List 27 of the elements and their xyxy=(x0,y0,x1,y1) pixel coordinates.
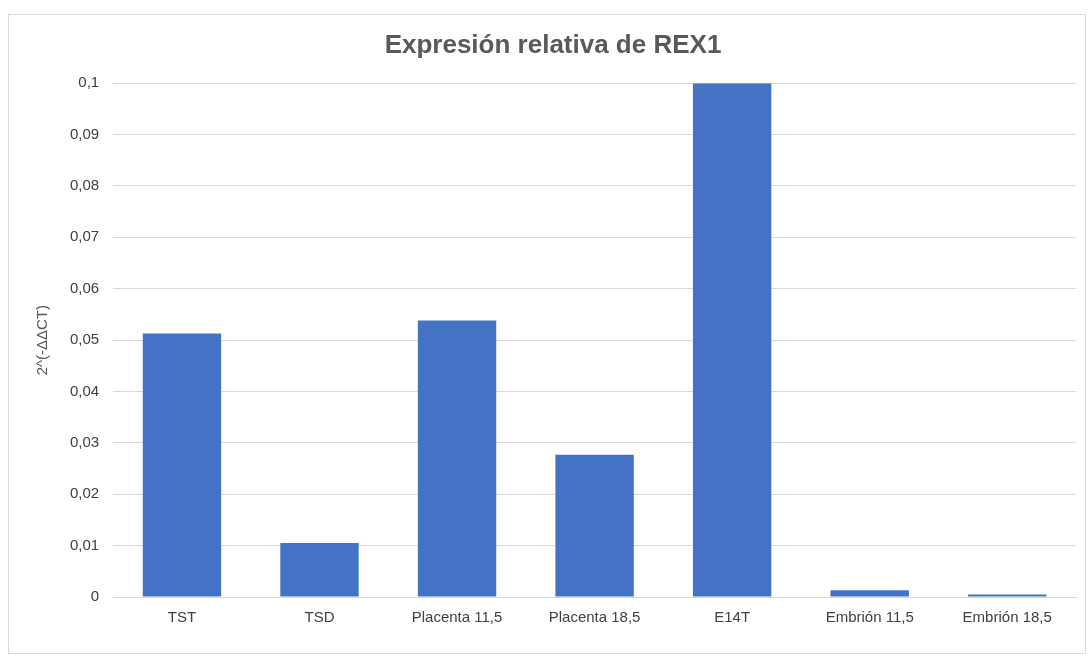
bar xyxy=(142,333,222,597)
x-tick-label: E14T xyxy=(714,608,751,626)
bar xyxy=(555,454,634,597)
y-tick-label: 0,09 xyxy=(69,124,100,142)
bar xyxy=(692,83,772,597)
x-tick-label: Embrión 11,5 xyxy=(825,608,914,626)
y-tick-label: 0,04 xyxy=(69,381,100,399)
bar xyxy=(280,543,359,597)
x-tick-label: Placenta 18,5 xyxy=(548,608,641,626)
y-tick-label: 0,03 xyxy=(69,433,100,450)
y-tick-label: 0,05 xyxy=(69,330,100,348)
y-tick-label: 0,02 xyxy=(69,484,100,502)
y-axis-title: 2^(-ΔΔCT) xyxy=(33,304,51,376)
y-tick-label: 0,06 xyxy=(69,278,100,296)
bar xyxy=(830,590,909,597)
y-tick-label: 0,08 xyxy=(69,176,100,194)
y-tick-label: 0,1 xyxy=(78,73,100,91)
y-tick-label: 0 xyxy=(90,587,100,605)
y-tick-label: 0,07 xyxy=(69,227,100,245)
x-tick-label: Placenta 11,5 xyxy=(411,608,503,626)
bar xyxy=(417,320,497,597)
bar xyxy=(968,594,1047,597)
x-tick-label: Embrión 18,5 xyxy=(962,608,1052,626)
chart-title: Expresión relativa de REX1 xyxy=(384,28,722,59)
x-tick-label: TST xyxy=(167,608,197,626)
y-tick-label: 0,01 xyxy=(69,535,100,553)
x-tick-label: TSD xyxy=(304,608,335,626)
